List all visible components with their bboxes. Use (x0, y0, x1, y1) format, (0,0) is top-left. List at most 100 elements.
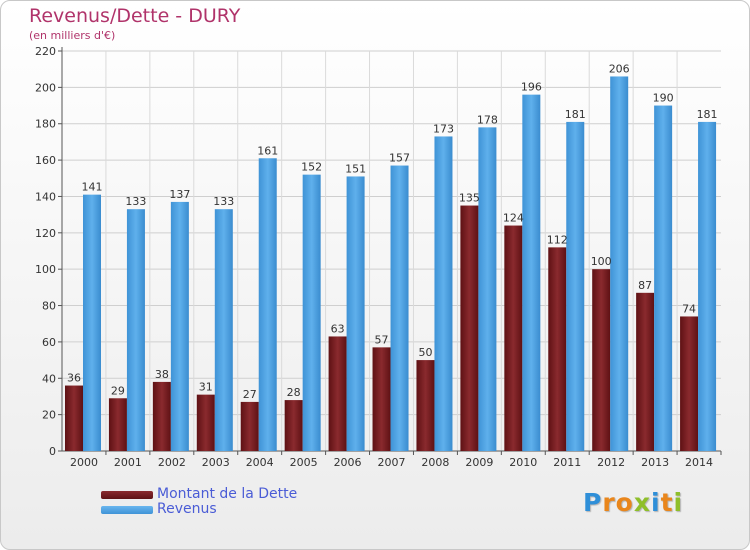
legend-label-dette: Montant de la Dette (157, 486, 298, 502)
data-label-dette-2014: 74 (682, 302, 696, 315)
y-tick-label: 20 (42, 409, 56, 422)
bar-dette-2010 (504, 225, 523, 451)
legend: Montant de la Dette Revenus (101, 487, 297, 517)
bar-dette-2004 (240, 401, 259, 451)
bar-revenus-2005 (302, 174, 321, 452)
data-label-revenus-2003: 133 (213, 195, 234, 208)
data-label-revenus-2014: 181 (697, 108, 718, 121)
chart-subtitle: (en milliers d'€) (29, 29, 116, 42)
bar-revenus-2010 (522, 94, 541, 452)
data-label-dette-2002: 38 (155, 368, 169, 381)
logo-letter-3: x (633, 488, 651, 517)
x-tick-label: 2006 (334, 456, 362, 469)
chart-title: Revenus/Dette - DURY (29, 5, 241, 27)
bar-revenus-2011 (566, 121, 585, 451)
bar-dette-2008 (416, 360, 435, 451)
bar-dette-2013 (636, 292, 655, 451)
bar-revenus-2003 (214, 209, 233, 451)
y-tick-label: 80 (42, 300, 56, 313)
bar-dette-2006 (328, 336, 347, 451)
data-label-revenus-2009: 178 (477, 113, 498, 126)
x-tick-label: 2011 (553, 456, 581, 469)
bar-dette-2011 (548, 247, 567, 451)
data-label-revenus-2002: 137 (169, 188, 190, 201)
x-tick-label: 2014 (685, 456, 713, 469)
data-label-revenus-2013: 190 (653, 92, 674, 105)
data-label-revenus-2004: 161 (257, 144, 278, 157)
bar-revenus-2013 (654, 105, 673, 451)
logo-letter-2: o (615, 488, 634, 517)
y-tick-label: 140 (35, 190, 56, 203)
bar-dette-2005 (284, 400, 303, 451)
y-tick-label: 60 (42, 336, 56, 349)
data-labels: 36 141 29 133 38 137 31 133 27 161 28 152 63 151 57 157… (67, 62, 718, 400)
x-tick-label: 2009 (465, 456, 493, 469)
data-label-dette-2004: 27 (243, 388, 257, 401)
x-tick-label: 2007 (378, 456, 406, 469)
data-label-dette-2001: 29 (111, 384, 125, 397)
data-label-dette-2008: 50 (418, 346, 432, 359)
bar-revenus-2014 (698, 121, 717, 451)
bar-revenus-2004 (258, 158, 277, 452)
x-tick-label: 2005 (290, 456, 318, 469)
bar-revenus-2006 (346, 176, 365, 452)
x-tick-label: 2003 (202, 456, 230, 469)
y-tick-label: 220 (35, 45, 56, 58)
logo-letter-5: t (660, 488, 674, 517)
x-tick-label: 2004 (246, 456, 274, 469)
logo-letter-6: i (673, 488, 684, 517)
bar-dette-2009 (460, 205, 479, 451)
data-label-dette-2005: 28 (287, 386, 301, 399)
data-label-revenus-2008: 173 (433, 122, 454, 135)
x-tick-label: 2000 (70, 456, 98, 469)
logo-letter-4: i (651, 488, 661, 517)
legend-swatch-dette (101, 490, 153, 499)
data-label-revenus-2010: 196 (521, 81, 542, 94)
data-label-dette-2000: 36 (67, 372, 81, 385)
x-tick-label: 2012 (597, 456, 625, 469)
data-label-dette-2003: 31 (199, 381, 213, 394)
y-tick-label: 100 (35, 263, 56, 276)
bar-dette-2001 (108, 398, 127, 451)
bars (65, 76, 717, 452)
bar-revenus-2007 (390, 165, 409, 451)
data-label-revenus-2007: 157 (389, 152, 410, 165)
data-label-dette-2011: 112 (547, 233, 568, 246)
data-label-revenus-2000: 141 (82, 181, 103, 194)
bar-revenus-2012 (610, 76, 629, 452)
x-tick-label: 2001 (114, 456, 142, 469)
legend-label-revenus: Revenus (157, 501, 217, 517)
bar-revenus-2008 (434, 136, 453, 452)
x-tick-label: 2013 (641, 456, 669, 469)
data-label-dette-2012: 100 (591, 255, 612, 268)
bar-dette-2003 (196, 394, 215, 451)
bar-revenus-2002 (170, 201, 189, 451)
data-label-revenus-2006: 151 (345, 162, 366, 175)
data-label-dette-2007: 57 (375, 333, 389, 346)
legend-swatch-revenus (101, 505, 153, 514)
data-label-revenus-2005: 152 (301, 161, 322, 174)
bar-dette-2012 (592, 269, 611, 451)
data-label-revenus-2001: 133 (125, 195, 146, 208)
data-label-dette-2006: 63 (331, 322, 345, 335)
data-label-dette-2013: 87 (638, 279, 652, 292)
y-tick-label: 180 (35, 118, 56, 131)
bar-dette-2002 (152, 381, 171, 451)
data-label-dette-2010: 124 (503, 212, 524, 225)
data-label-dette-2009: 135 (459, 192, 480, 205)
legend-item-revenus: Revenus (101, 502, 297, 517)
y-tick-label: 120 (35, 227, 56, 240)
bar-revenus-2009 (478, 127, 497, 451)
y-tick-label: 160 (35, 154, 56, 167)
data-label-revenus-2012: 206 (609, 62, 630, 75)
x-tick-label: 2002 (158, 456, 186, 469)
y-tick-label: 200 (35, 81, 56, 94)
logo-letter-0: P (583, 488, 603, 517)
bar-dette-2007 (372, 347, 391, 451)
bar-revenus-2000 (83, 194, 101, 452)
x-tick-label: 2008 (421, 456, 449, 469)
y-tick-label: 0 (49, 445, 56, 458)
y-tick-label: 40 (42, 372, 56, 385)
